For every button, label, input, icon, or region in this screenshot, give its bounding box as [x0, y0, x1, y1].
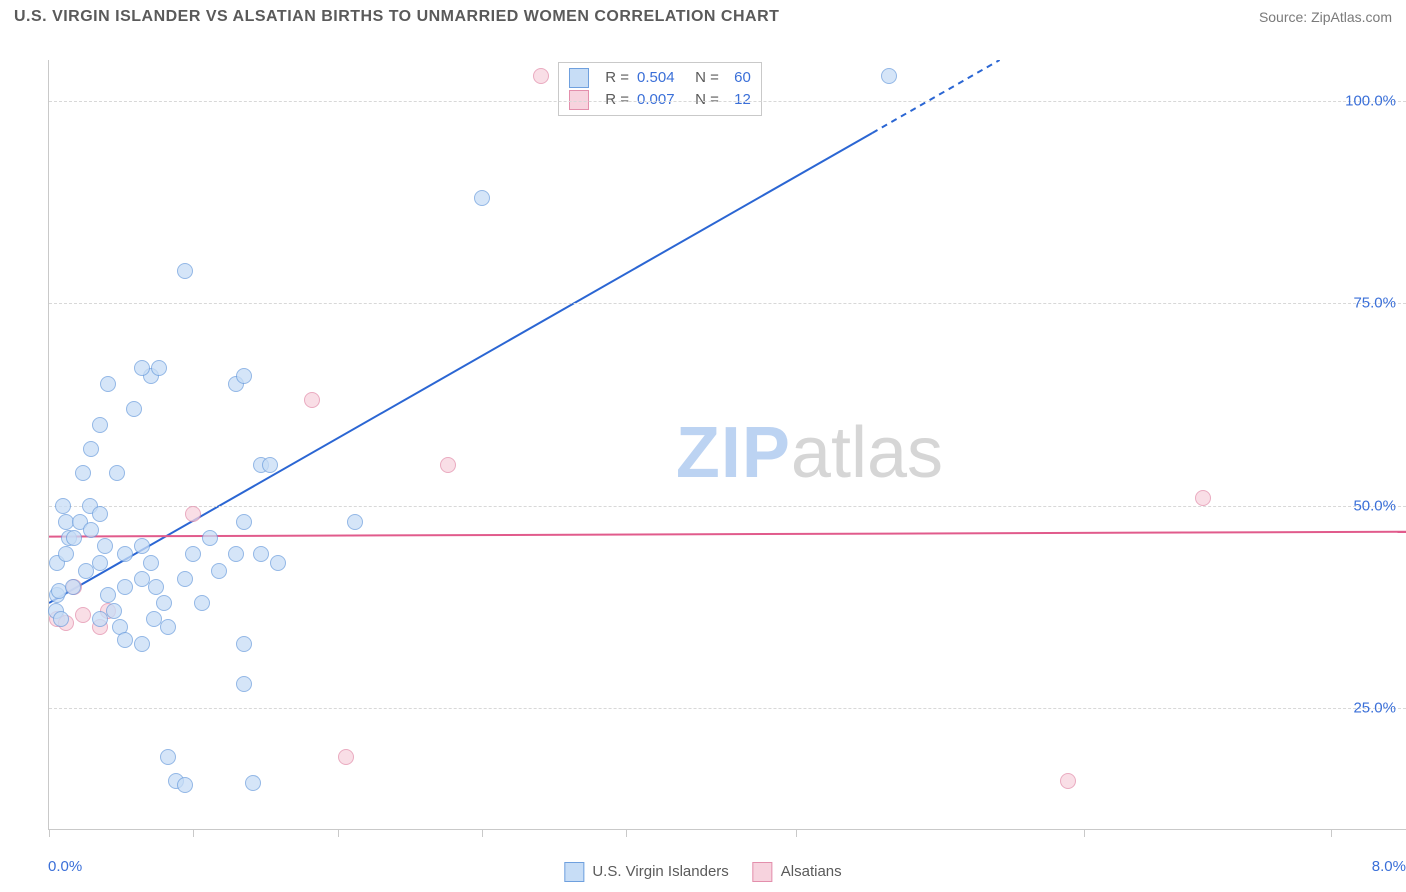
data-point — [134, 360, 150, 376]
data-point — [253, 546, 269, 562]
data-point — [236, 368, 252, 384]
data-point — [75, 465, 91, 481]
data-point — [160, 619, 176, 635]
y-tick-label: 100.0% — [1345, 92, 1396, 109]
data-point — [236, 514, 252, 530]
data-point — [211, 563, 227, 579]
data-point — [160, 749, 176, 765]
data-point — [109, 465, 125, 481]
data-point — [92, 555, 108, 571]
data-point — [338, 749, 354, 765]
y-tick-label: 50.0% — [1353, 497, 1396, 514]
data-point — [270, 555, 286, 571]
data-point — [83, 522, 99, 538]
gridline-h — [49, 303, 1406, 304]
data-point — [117, 632, 133, 648]
data-point — [134, 538, 150, 554]
data-point — [228, 546, 244, 562]
x-tick — [1331, 829, 1332, 837]
data-point — [194, 595, 210, 611]
data-point — [185, 506, 201, 522]
data-point — [881, 68, 897, 84]
y-tick-label: 75.0% — [1353, 295, 1396, 312]
data-point — [66, 530, 82, 546]
data-point — [134, 636, 150, 652]
data-point — [117, 579, 133, 595]
y-tick-label: 25.0% — [1353, 700, 1396, 717]
regression-lines — [49, 60, 1406, 830]
data-point — [97, 538, 113, 554]
x-tick — [796, 829, 797, 837]
x-axis-max-label: 8.0% — [1372, 858, 1406, 875]
data-point — [92, 417, 108, 433]
data-point — [177, 571, 193, 587]
x-tick — [1084, 829, 1085, 837]
x-tick — [338, 829, 339, 837]
data-point — [117, 546, 133, 562]
data-point — [75, 607, 91, 623]
x-tick — [49, 829, 50, 837]
data-point — [1060, 773, 1076, 789]
x-tick — [482, 829, 483, 837]
data-point — [262, 457, 278, 473]
legend-swatch — [569, 68, 589, 88]
data-point — [100, 587, 116, 603]
data-point — [347, 514, 363, 530]
correlation-legend: R = 0.504 N = 60R = 0.007 N = 12 — [558, 62, 762, 116]
x-axis-min-label: 0.0% — [48, 858, 82, 875]
gridline-h — [49, 506, 1406, 507]
data-point — [83, 441, 99, 457]
data-point — [106, 603, 122, 619]
data-point — [177, 263, 193, 279]
data-point — [53, 611, 69, 627]
data-point — [156, 595, 172, 611]
legend-swatch — [753, 862, 773, 882]
data-point — [245, 775, 261, 791]
data-point — [143, 555, 159, 571]
data-point — [58, 546, 74, 562]
data-point — [126, 401, 142, 417]
chart-header: U.S. VIRGIN ISLANDER VS ALSATIAN BIRTHS … — [0, 0, 1406, 34]
data-point — [236, 636, 252, 652]
data-point — [185, 546, 201, 562]
data-point — [177, 777, 193, 793]
data-point — [100, 376, 116, 392]
data-point — [474, 190, 490, 206]
x-tick — [193, 829, 194, 837]
legend-swatch — [564, 862, 584, 882]
series-legend: U.S. Virgin Islanders Alsatians — [564, 862, 841, 882]
chart-title: U.S. VIRGIN ISLANDER VS ALSATIAN BIRTHS … — [14, 8, 779, 26]
gridline-h — [49, 101, 1406, 102]
data-point — [202, 530, 218, 546]
data-point — [65, 579, 81, 595]
data-point — [304, 392, 320, 408]
gridline-h — [49, 708, 1406, 709]
data-point — [533, 68, 549, 84]
data-point — [236, 676, 252, 692]
data-point — [1195, 490, 1211, 506]
data-point — [151, 360, 167, 376]
legend-item: Alsatians — [753, 862, 842, 882]
data-point — [440, 457, 456, 473]
legend-label: U.S. Virgin Islanders — [592, 863, 728, 880]
data-point — [92, 506, 108, 522]
legend-item: U.S. Virgin Islanders — [564, 862, 728, 882]
x-tick — [626, 829, 627, 837]
chart-container: Births to Unmarried Women ZIPatlas R = 0… — [0, 40, 1406, 892]
legend-label: Alsatians — [781, 863, 842, 880]
chart-source: Source: ZipAtlas.com — [1259, 9, 1392, 25]
data-point — [148, 579, 164, 595]
correlation-row: R = 0.504 N = 60 — [569, 67, 751, 89]
plot-area: ZIPatlas R = 0.504 N = 60R = 0.007 N = 1… — [48, 60, 1406, 830]
data-point — [55, 498, 71, 514]
